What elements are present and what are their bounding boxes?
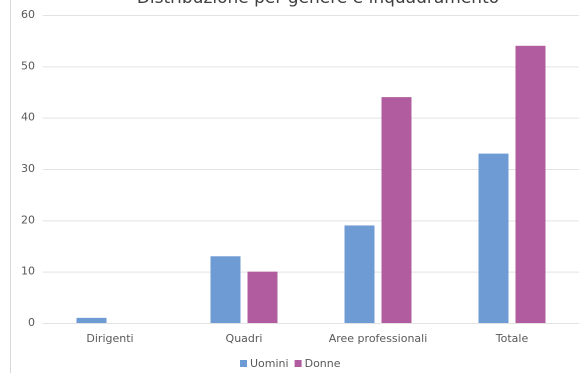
x-tick-label: Quadri — [226, 332, 263, 345]
bar — [247, 271, 278, 323]
y-tick-label: 50 — [21, 59, 35, 72]
y-tick-label: 10 — [21, 265, 35, 278]
x-tick-label: Dirigenti — [86, 332, 133, 345]
bar — [478, 153, 509, 323]
y-tick-label: 20 — [21, 213, 35, 226]
y-tick-label: 30 — [21, 162, 35, 175]
y-tick-label: 40 — [21, 111, 35, 124]
bar — [344, 225, 375, 323]
legend-swatch — [294, 360, 302, 367]
x-tick-label: Totale — [495, 332, 529, 345]
y-tick-label: 0 — [28, 316, 35, 329]
bar — [76, 317, 107, 323]
legend-swatch — [240, 360, 247, 367]
legend-label: Donne — [305, 357, 341, 370]
y-tick-label: 60 — [21, 8, 35, 21]
chart-title: Distribuzione per genere e inquadramento — [137, 0, 499, 8]
bar — [515, 45, 546, 324]
bar — [381, 97, 412, 323]
bar — [210, 256, 241, 323]
x-tick-label: Aree professionali — [329, 332, 428, 345]
legend-label: Uomini — [250, 357, 289, 370]
